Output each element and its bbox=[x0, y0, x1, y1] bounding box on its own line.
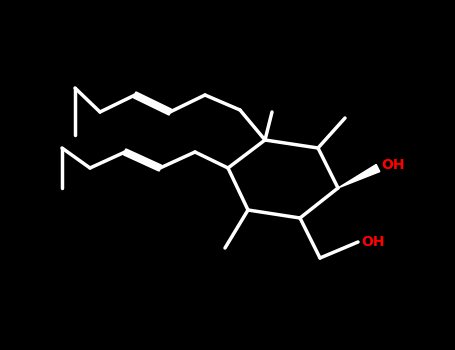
Text: OH: OH bbox=[381, 158, 404, 172]
Text: OH: OH bbox=[361, 235, 384, 249]
Polygon shape bbox=[338, 164, 380, 188]
